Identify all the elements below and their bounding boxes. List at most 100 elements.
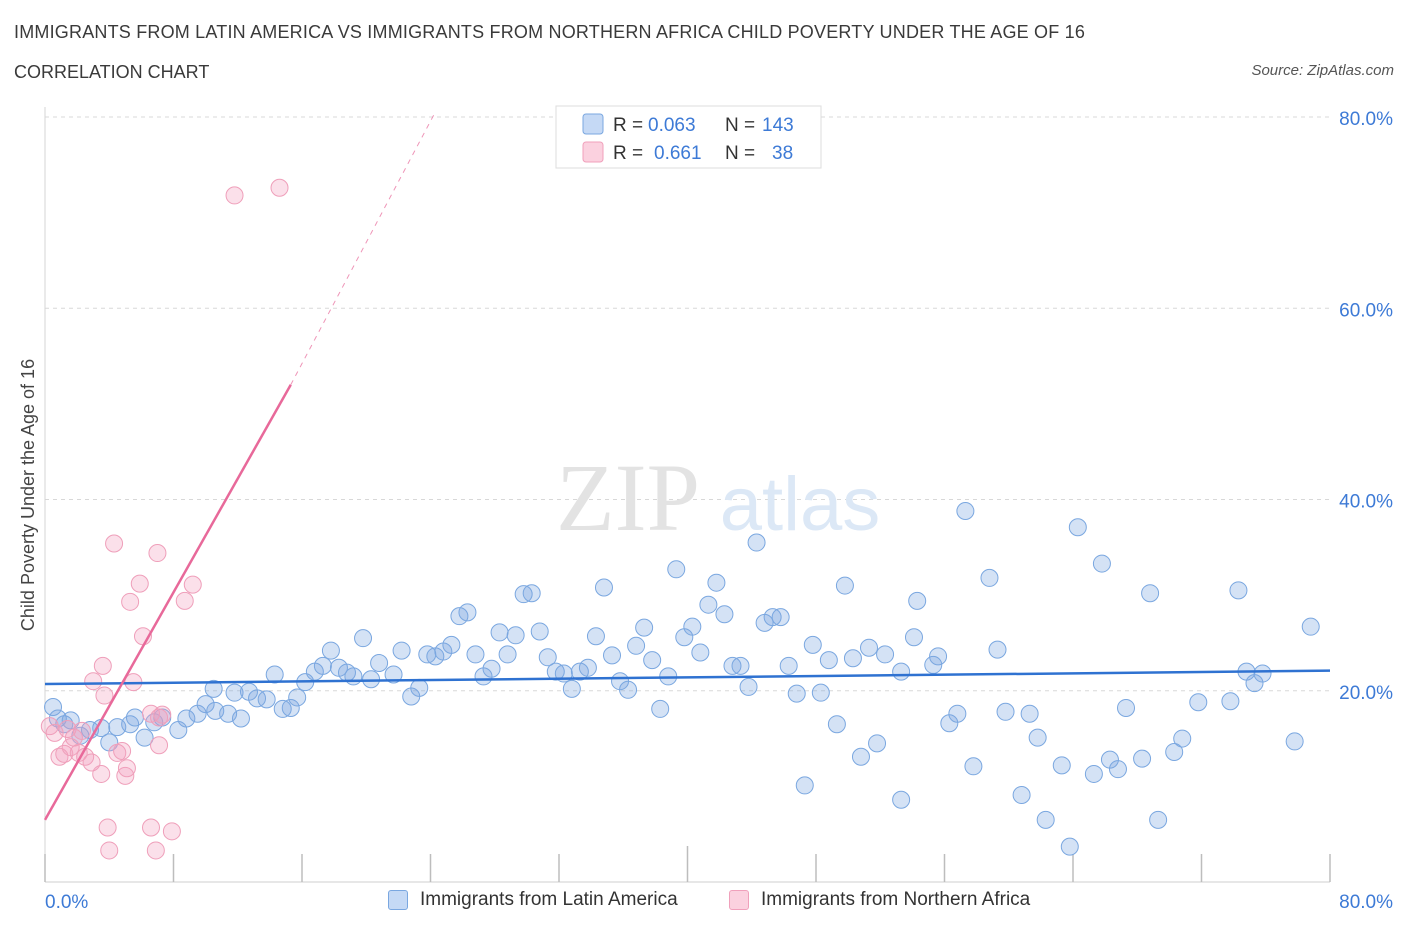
latin-america-point: [442, 635, 461, 654]
latin-america-point: [1052, 756, 1071, 775]
latin-america-point: [771, 608, 790, 627]
latin-america-point: [1173, 729, 1192, 748]
latin-america-point: [392, 641, 411, 660]
northern-africa-point: [93, 656, 112, 675]
watermark: ZIP atlas: [556, 444, 880, 551]
stats-swatch-latin: [582, 113, 604, 135]
latin-america-point: [265, 665, 284, 684]
stats-r-label-africa: R =: [613, 143, 643, 164]
northern-africa-point: [72, 721, 91, 740]
latin-america-point: [1068, 518, 1087, 537]
latin-america-point: [868, 734, 887, 753]
stats-swatch-africa: [582, 141, 604, 163]
latin-america-point: [964, 757, 983, 776]
latin-america-point: [699, 595, 718, 614]
latin-america-point: [904, 628, 923, 647]
latin-america-point: [635, 618, 654, 637]
latin-america-point: [892, 790, 911, 809]
latin-america-point: [586, 627, 605, 646]
latin-america-point: [530, 622, 549, 641]
stats-n-value-latin: 143: [762, 115, 794, 136]
latin-america-point: [691, 643, 710, 662]
latin-america-trendline: [44, 669, 1331, 686]
latin-america-point: [980, 568, 999, 587]
latin-america-point: [683, 617, 702, 636]
latin-america-point: [313, 656, 332, 675]
northern-africa-point: [150, 736, 169, 755]
latin-america-point: [651, 699, 670, 718]
northern-africa-point: [116, 766, 135, 785]
latin-america-point: [466, 645, 485, 664]
latin-america-point: [506, 626, 525, 645]
legend-swatch-latin-america: [388, 890, 408, 910]
latin-america-point: [1028, 728, 1047, 747]
latin-america-point: [843, 649, 862, 668]
latin-america-point: [281, 698, 300, 717]
latin-america-point: [1133, 749, 1152, 768]
latin-america-point: [1285, 732, 1304, 751]
latin-america-point: [1149, 810, 1168, 829]
latin-america-point: [667, 560, 686, 579]
legend-item-latin-america[interactable]: Immigrants from Latin America: [388, 889, 678, 911]
latin-america-point: [1084, 764, 1103, 783]
latin-america-point: [354, 629, 373, 648]
latin-america-point: [1092, 554, 1111, 573]
latin-america-point: [125, 708, 144, 727]
northern-africa-point: [183, 575, 202, 594]
latin-america-point: [851, 747, 870, 766]
latin-america-point: [578, 658, 597, 677]
latin-america-point: [996, 702, 1015, 721]
stats-r-value-latin: 0.063: [648, 115, 696, 136]
northern-africa-point: [95, 686, 114, 705]
latin-america-point: [811, 683, 830, 702]
latin-america-point: [739, 677, 758, 696]
latin-america-point: [948, 704, 967, 723]
trend-lines: [43, 114, 1331, 821]
latin-america-point: [803, 635, 822, 654]
y-tick-label: 60.0%: [1339, 300, 1393, 321]
latin-america-point: [819, 651, 838, 670]
watermark-atlas: atlas: [720, 462, 881, 547]
northern-africa-point: [55, 744, 74, 763]
latin-america-point: [1012, 785, 1031, 804]
northern-africa-point: [121, 592, 140, 611]
latin-america-point: [835, 576, 854, 595]
latin-america-point: [731, 656, 750, 675]
y-axis-title: Child Poverty Under the Age of 16: [18, 359, 38, 631]
latin-america-point: [715, 605, 734, 624]
latin-america-point: [321, 641, 340, 660]
northern-africa-point: [162, 822, 181, 841]
latin-america-point: [1189, 693, 1208, 712]
latin-america-point: [860, 638, 879, 657]
latin-america-point: [384, 665, 403, 684]
northern-africa-point: [98, 818, 117, 837]
chart-subtitle: CORRELATION CHART: [14, 62, 210, 82]
latin-america-point: [482, 659, 501, 678]
stats-n-value-africa: 38: [772, 143, 793, 164]
stats-n-label-latin: N =: [725, 115, 755, 136]
northern-africa-point: [146, 841, 165, 860]
y-tick-label: 80.0%: [1339, 109, 1393, 130]
latin-america-point: [643, 651, 662, 670]
latin-america-point: [231, 709, 250, 728]
x-tick-label: 0.0%: [45, 892, 88, 913]
y-tick-label: 40.0%: [1339, 492, 1393, 513]
latin-america-point: [619, 680, 638, 699]
northern-africa-point: [84, 672, 103, 691]
series-northern-africa: [40, 178, 289, 860]
stats-legend: R = 0.063 N = 143 R = 0.661 N = 38: [555, 105, 822, 169]
latin-america-point: [458, 603, 477, 622]
latin-america-point: [787, 684, 806, 703]
latin-america-point: [288, 688, 307, 707]
latin-america-point: [892, 662, 911, 681]
latin-america-point: [779, 656, 798, 675]
legend-item-northern-africa[interactable]: Immigrants from Northern Africa: [729, 889, 1030, 911]
latin-america-point: [1020, 704, 1039, 723]
latin-america-point: [988, 640, 1007, 659]
latin-america-point: [627, 636, 646, 655]
latin-america-point: [956, 501, 975, 520]
latin-america-point: [795, 776, 814, 795]
latin-america-point: [562, 679, 581, 698]
northern-africa-point: [142, 818, 161, 837]
